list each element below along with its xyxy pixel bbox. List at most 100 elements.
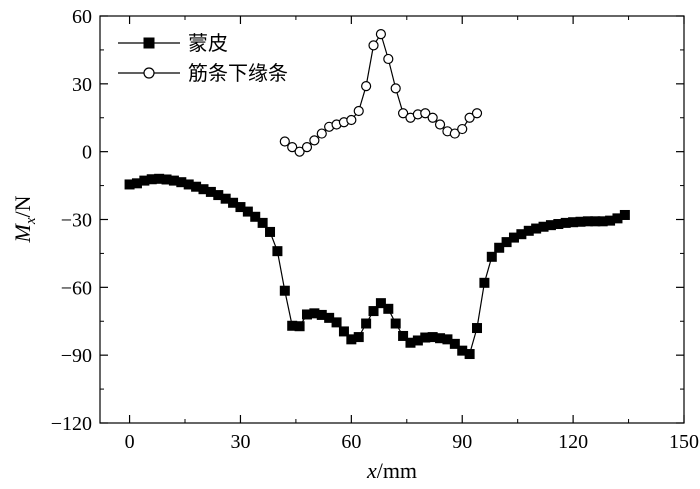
data-point [427, 332, 438, 343]
legend-marker-stringer [143, 67, 155, 79]
data-point [235, 202, 246, 213]
y-axis-var: M [10, 223, 35, 244]
y-axis-sub: x [23, 217, 39, 225]
data-point [442, 334, 453, 345]
data-point [316, 309, 327, 320]
data-point [331, 317, 342, 328]
data-point [279, 285, 290, 296]
legend-marker-skin [143, 37, 155, 49]
data-point [449, 128, 460, 139]
data-point [619, 209, 630, 220]
data-point [183, 179, 194, 190]
x-axis-var: x [366, 458, 377, 483]
x-tick-label: 150 [669, 431, 699, 453]
series-layer [124, 28, 630, 360]
data-point [287, 320, 298, 331]
data-point [309, 135, 320, 146]
data-point [368, 306, 379, 317]
data-point [420, 332, 431, 343]
data-point [220, 193, 231, 204]
data-point [479, 277, 490, 288]
data-point [405, 337, 416, 348]
x-tick-label: 0 [125, 431, 135, 453]
data-point [427, 112, 438, 123]
data-point [279, 136, 290, 147]
data-point [316, 128, 327, 139]
data-point [146, 174, 157, 185]
data-point [516, 229, 527, 240]
data-point [368, 40, 379, 51]
data-point [139, 175, 150, 186]
data-point [375, 28, 387, 40]
data-point [361, 318, 372, 329]
data-point [471, 108, 483, 119]
data-point [597, 216, 608, 227]
y-tick-label: −30 [61, 210, 92, 232]
data-point [582, 216, 593, 227]
data-point [338, 326, 349, 337]
data-point [198, 184, 209, 195]
data-point [154, 173, 165, 184]
data-point [435, 333, 446, 344]
data-point [486, 251, 497, 262]
series-0 [124, 173, 630, 360]
x-axis-title: x/mm [366, 458, 417, 483]
axis-ticks [100, 15, 685, 424]
x-tick-label: 90 [452, 431, 472, 453]
data-point [523, 225, 534, 236]
y-tick-label: −120 [51, 413, 92, 435]
x-tick-label: 30 [230, 431, 250, 453]
data-point [213, 190, 224, 201]
data-point [568, 217, 579, 228]
y-tick-label: 30 [72, 74, 92, 96]
y-tick-label: 60 [72, 6, 92, 28]
x-tick-label: 60 [341, 431, 361, 453]
data-point [449, 338, 460, 349]
data-point [168, 175, 179, 186]
data-point [131, 178, 142, 189]
data-point [265, 226, 276, 237]
data-point [301, 142, 313, 153]
x-tick-label: 120 [558, 431, 588, 453]
data-point [560, 217, 571, 228]
data-point [553, 219, 564, 230]
data-point [161, 174, 172, 185]
y-tick-label: 0 [82, 142, 92, 164]
y-axis-unit: /N [10, 195, 35, 217]
data-point [383, 303, 394, 314]
data-point [383, 53, 394, 65]
data-point [375, 298, 386, 309]
data-point [397, 108, 409, 119]
data-point [538, 221, 549, 232]
data-point [124, 179, 135, 190]
y-tick-labels: −120 −90 −60 −30 0 30 60 [51, 6, 92, 435]
data-point [605, 215, 616, 226]
data-point [590, 216, 601, 227]
data-point [412, 335, 423, 346]
data-point [434, 119, 446, 130]
data-point [353, 332, 364, 343]
data-point [309, 308, 320, 319]
data-point [390, 318, 401, 329]
data-point [287, 142, 298, 153]
data-point [294, 321, 305, 332]
data-point [501, 237, 512, 248]
x-tick-labels: 0 30 60 90 120 150 [125, 431, 699, 453]
data-point [346, 114, 357, 126]
data-point [301, 309, 312, 320]
y-tick-label: −90 [61, 345, 92, 367]
data-point [508, 232, 519, 243]
data-point [545, 220, 556, 231]
x-axis-unit: /mm [377, 458, 417, 483]
data-point [228, 197, 239, 208]
series-1 [279, 28, 483, 157]
data-point [494, 242, 505, 253]
data-point [531, 223, 542, 234]
legend-label-skin: 蒙皮 [188, 31, 228, 55]
data-point [361, 80, 372, 92]
data-point [250, 211, 261, 222]
data-point [272, 246, 283, 257]
y-tick-label: −60 [61, 277, 92, 299]
data-point [294, 146, 305, 157]
